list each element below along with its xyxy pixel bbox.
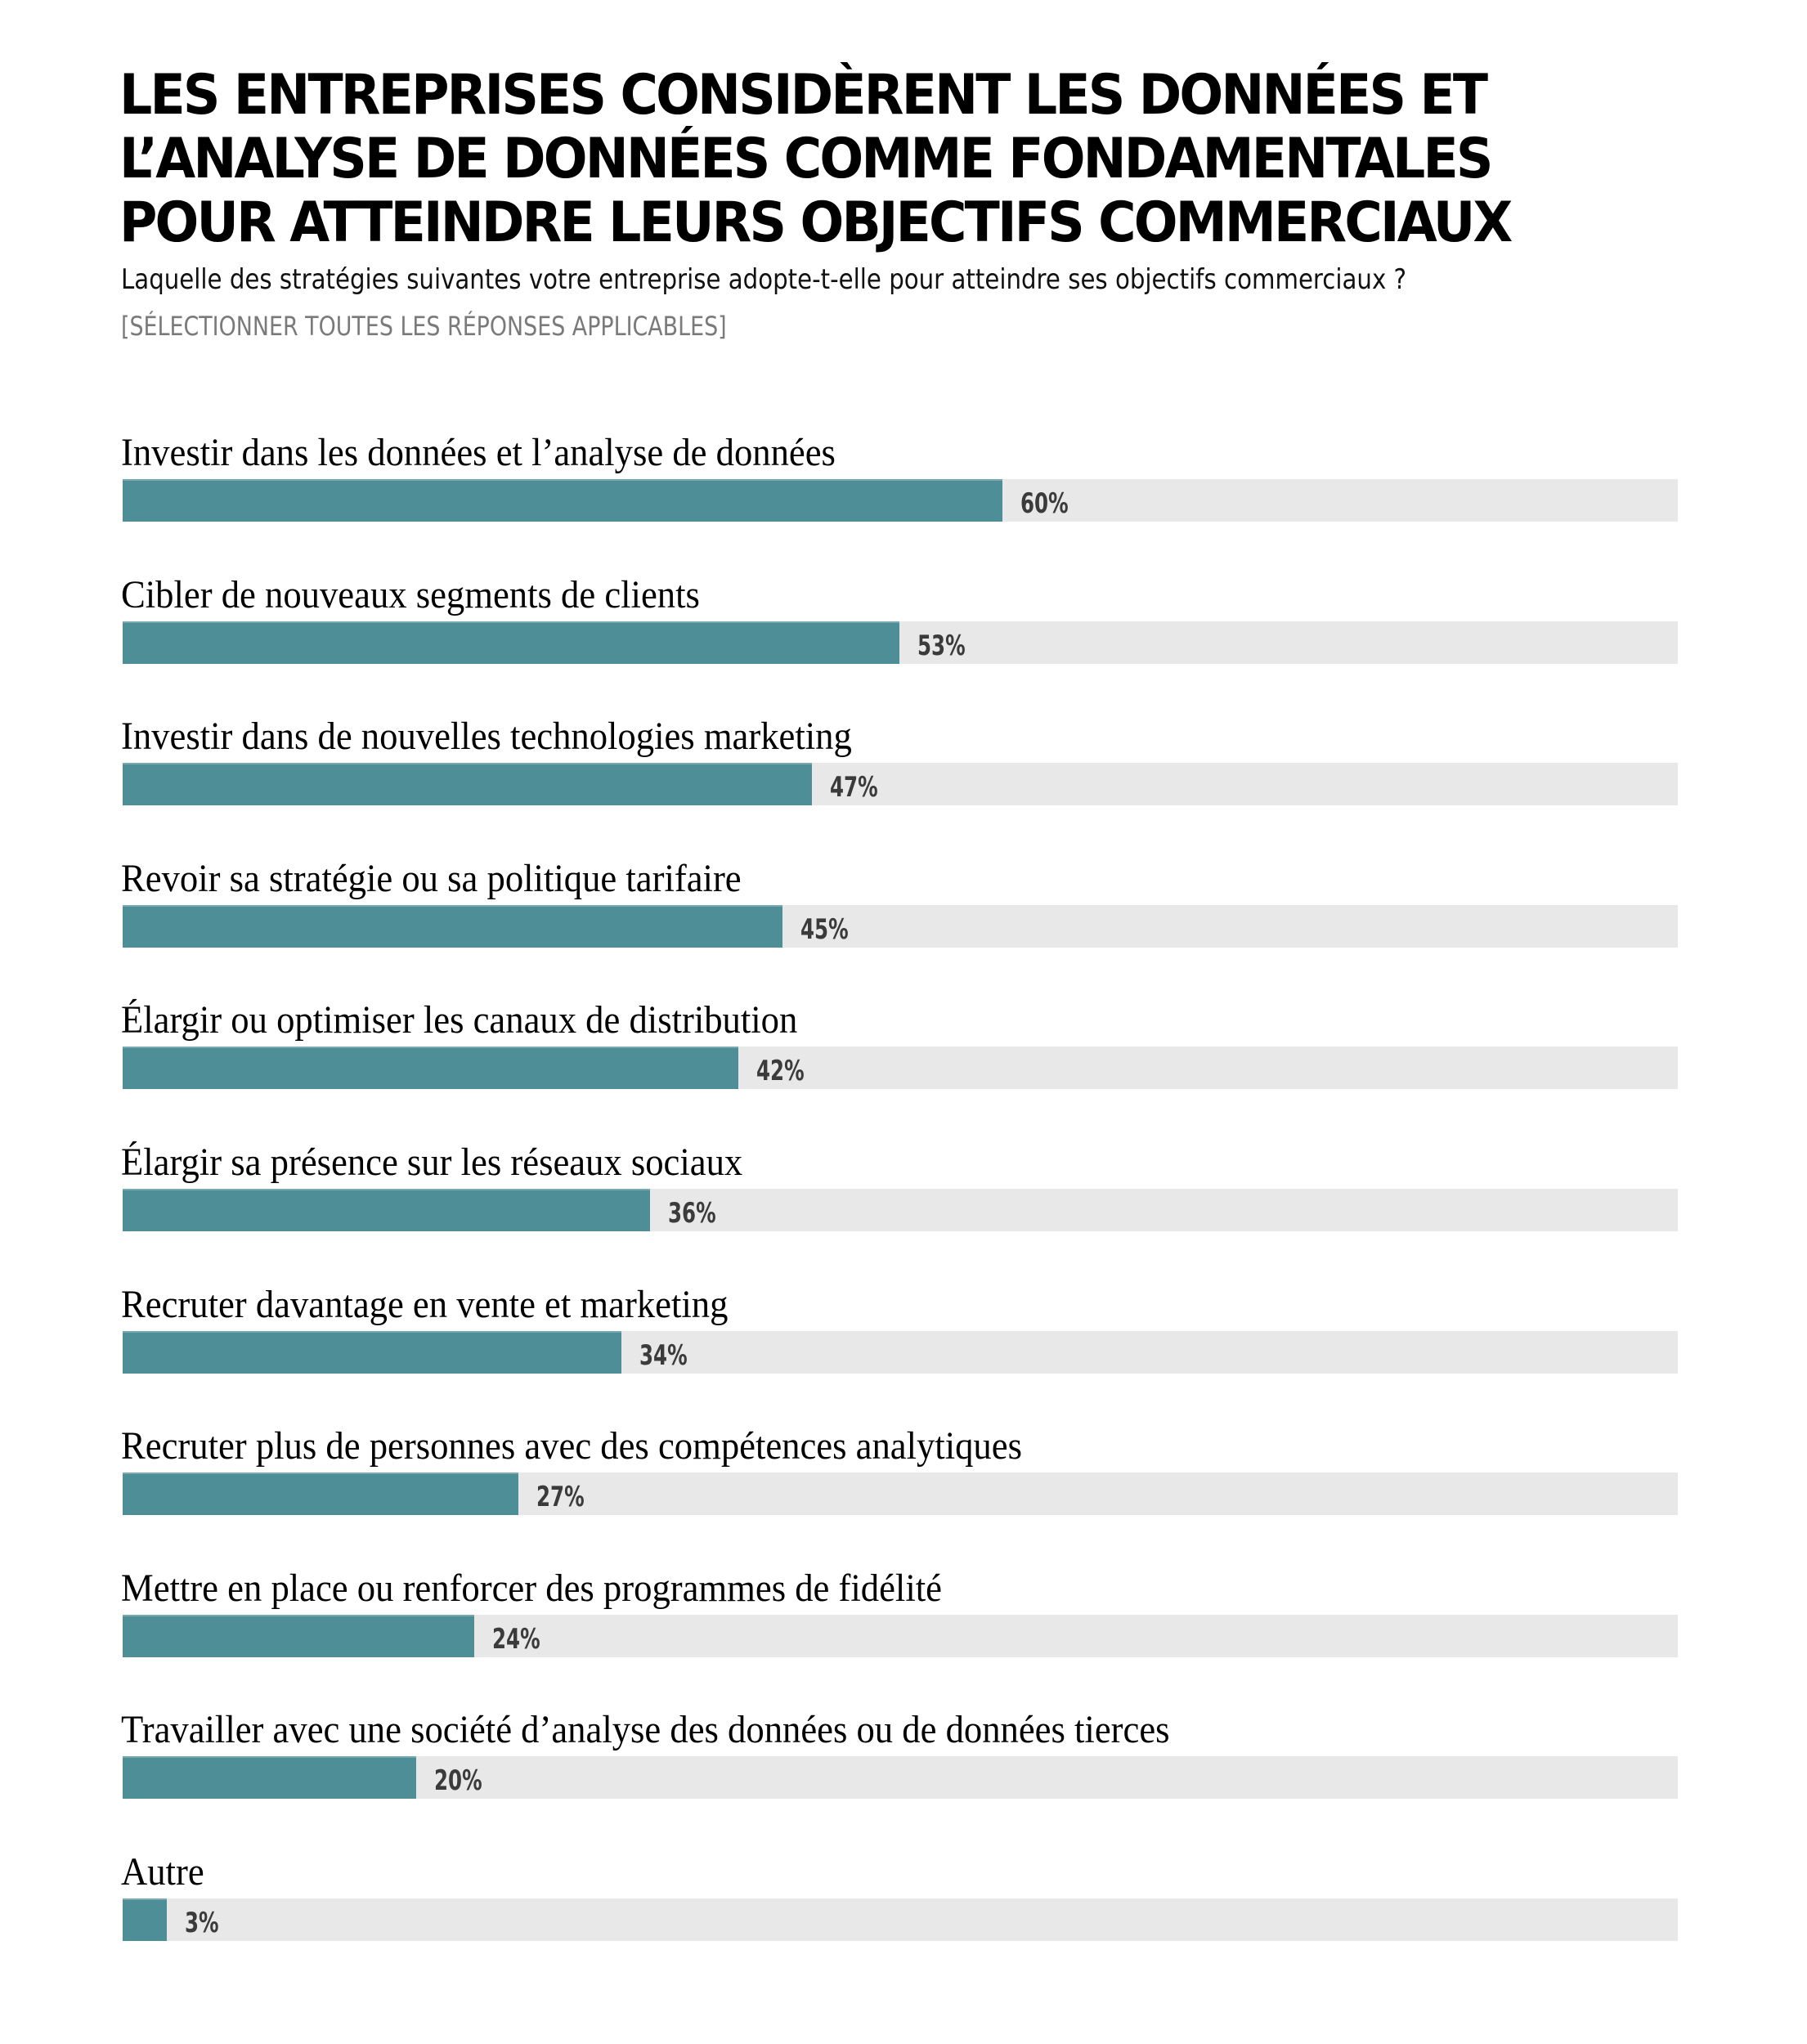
bar	[123, 621, 900, 664]
bar-row: Mettre en place ou renforcer des program…	[121, 1567, 1683, 1665]
bar	[123, 479, 1002, 522]
value-label: 36%	[668, 1197, 717, 1230]
bar-row: Revoir sa stratégie ou sa politique tari…	[121, 856, 1683, 956]
value-label: 42%	[756, 1055, 805, 1088]
bar	[123, 1614, 475, 1657]
category-label: Recruter davantage en vente et marketing	[121, 1282, 729, 1326]
chart-note: [SÉLECTIONNER TOUTES LES RÉPONSES APPLIC…	[121, 311, 727, 342]
bar-track: 20%	[123, 1756, 1678, 1800]
value-label: 34%	[639, 1338, 688, 1372]
bar	[123, 1330, 621, 1374]
value-label: 47%	[829, 771, 878, 805]
bar-row: Cibler de nouveaux segments de clients 53…	[121, 572, 1683, 672]
page-title: LES ENTREPRISES CONSIDÈRENT LES DONNÉES …	[119, 63, 1513, 255]
category-label: Recruter plus de personnes avec des comp…	[121, 1424, 1022, 1468]
bar	[123, 1898, 167, 1941]
bar-track: 42%	[123, 1047, 1678, 1090]
bar-track: 34%	[123, 1330, 1678, 1374]
value-label: 3%	[184, 1907, 219, 1939]
bar	[123, 1472, 519, 1516]
category-label: Élargir ou optimiser les canaux de distr…	[121, 998, 798, 1042]
category-label: Travailler avec une société d’analyse de…	[121, 1708, 1170, 1752]
bar-track: 53%	[123, 621, 1678, 664]
bar-track: 24%	[123, 1614, 1678, 1657]
category-label: Cibler de nouveaux segments de clients	[121, 572, 700, 616]
value-label: 20%	[433, 1764, 482, 1798]
bar-row: Élargir sa présence sur les réseaux soci…	[121, 1141, 1683, 1239]
bar	[123, 1189, 651, 1231]
value-label: 53%	[917, 629, 966, 662]
chart-subtitle: Laquelle des stratégies suivantes votre …	[121, 263, 1407, 296]
value-label: 27%	[536, 1481, 585, 1514]
category-label: Autre	[121, 1850, 204, 1894]
bar-track: 27%	[123, 1472, 1678, 1516]
bar-row: Autre 3%	[121, 1851, 1683, 1949]
bar-track: 60%	[123, 479, 1678, 522]
bar-row: Travailler avec une société d’analyse de…	[121, 1709, 1683, 1807]
bar-row: Élargir ou optimiser les canaux de distr…	[121, 999, 1683, 1097]
bar-row: Investir dans de nouvelles technologies …	[121, 715, 1683, 814]
category-label: Mettre en place ou renforcer des program…	[121, 1566, 942, 1610]
category-label: Investir dans de nouvelles technologies …	[121, 715, 852, 759]
value-label: 60%	[1020, 487, 1069, 520]
bar-track: 45%	[123, 904, 1678, 948]
bar	[123, 1756, 416, 1800]
value-label: 45%	[800, 912, 849, 946]
category-label: Revoir sa stratégie ou sa politique tari…	[121, 856, 742, 900]
bar-track: 36%	[123, 1189, 1678, 1231]
bar-row: Investir dans les données et l’analyse d…	[121, 432, 1683, 530]
bar-track: 47%	[123, 763, 1678, 806]
category-label: Élargir sa présence sur les réseaux soci…	[121, 1141, 743, 1184]
category-label: Investir dans les données et l’analyse d…	[121, 431, 836, 474]
bar-row: Recruter davantage en vente et marketing…	[121, 1282, 1683, 1382]
bar	[123, 763, 812, 806]
bar-track: 3%	[123, 1898, 1678, 1941]
bar	[123, 1047, 739, 1090]
value-label: 24%	[492, 1622, 540, 1656]
bar-row: Recruter plus de personnes avec des comp…	[121, 1425, 1683, 1523]
bar	[123, 904, 782, 948]
